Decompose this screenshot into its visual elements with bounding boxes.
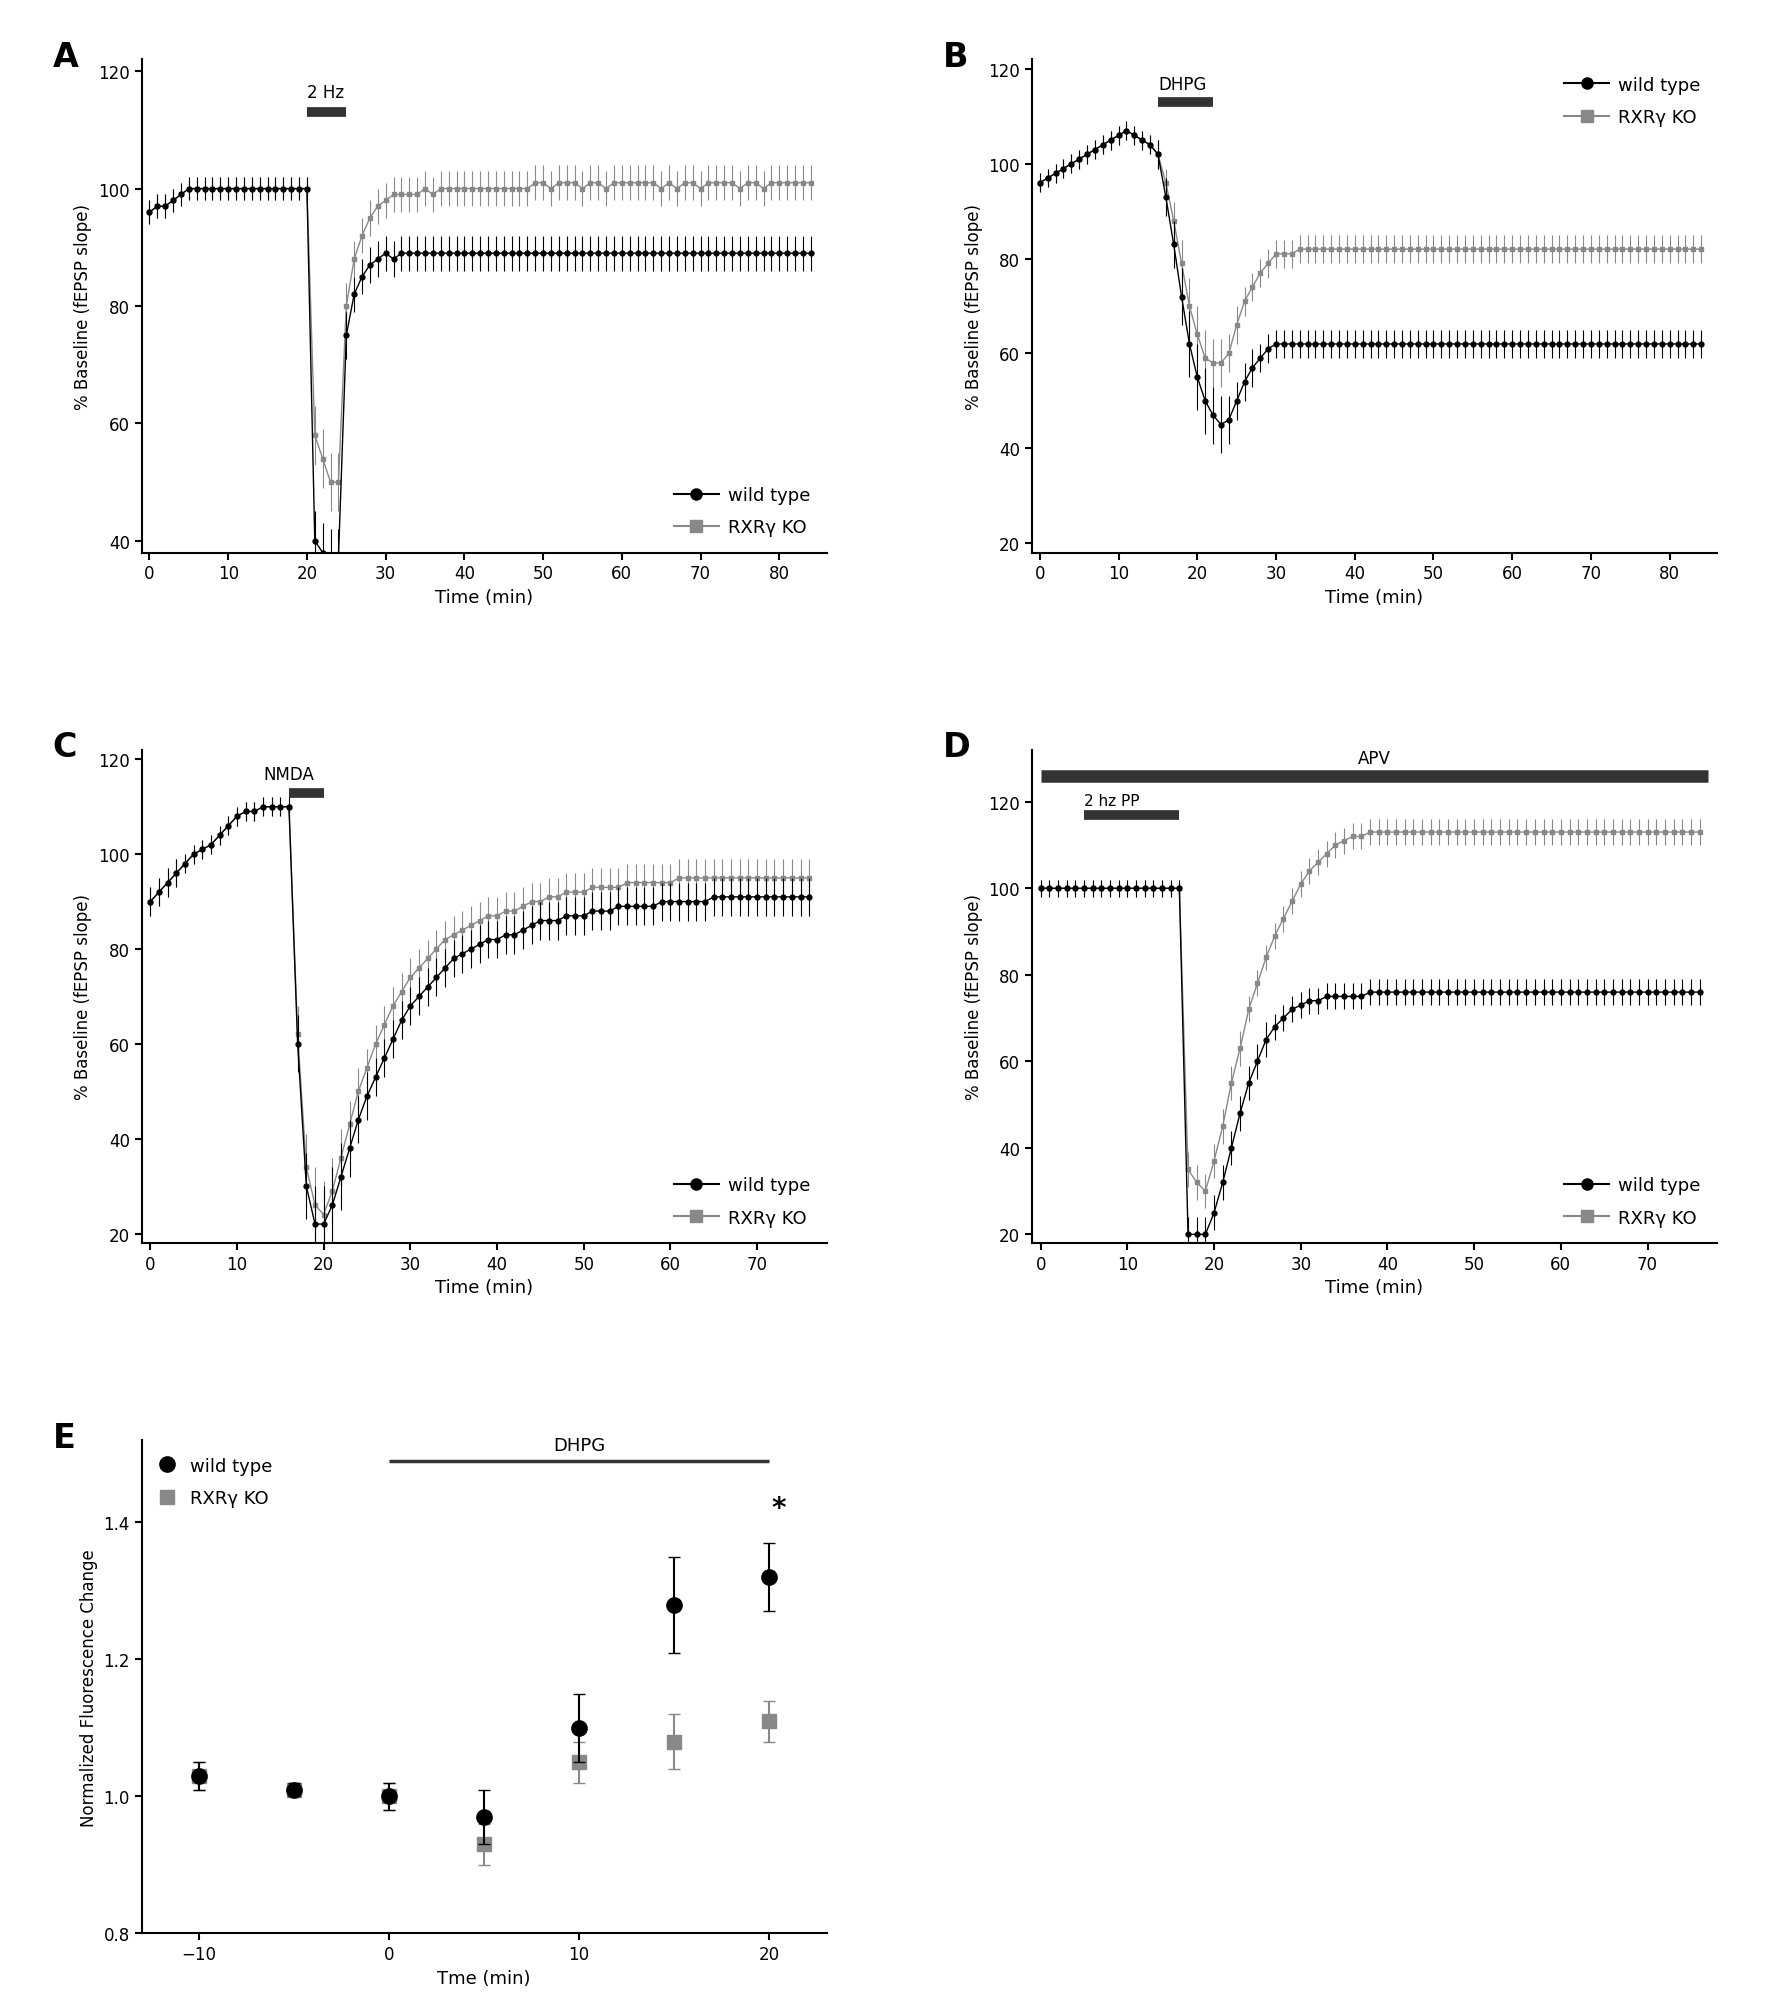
X-axis label: Time (min): Time (min) bbox=[1326, 588, 1423, 606]
Text: DHPG: DHPG bbox=[552, 1436, 605, 1454]
Text: A: A bbox=[53, 40, 78, 75]
Y-axis label: % Baseline (fEPSP slope): % Baseline (fEPSP slope) bbox=[965, 894, 982, 1100]
X-axis label: Tme (min): Tme (min) bbox=[437, 1970, 531, 1986]
Text: 2 hz PP: 2 hz PP bbox=[1083, 794, 1140, 810]
Legend: wild type, RXRγ KO: wild type, RXRγ KO bbox=[1558, 68, 1708, 135]
Text: DHPG: DHPG bbox=[1158, 77, 1207, 93]
Text: D: D bbox=[943, 731, 970, 763]
Text: NMDA: NMDA bbox=[264, 765, 313, 783]
Legend: wild type, RXRγ KO: wild type, RXRγ KO bbox=[150, 1450, 280, 1515]
Y-axis label: Normalized Fluorescence Change: Normalized Fluorescence Change bbox=[80, 1549, 97, 1827]
Y-axis label: % Baseline (fEPSP slope): % Baseline (fEPSP slope) bbox=[74, 894, 92, 1100]
Text: APV: APV bbox=[1358, 749, 1391, 767]
Text: C: C bbox=[53, 731, 78, 763]
Y-axis label: % Baseline (fEPSP slope): % Baseline (fEPSP slope) bbox=[965, 203, 982, 409]
Legend: wild type, RXRγ KO: wild type, RXRγ KO bbox=[1558, 1170, 1708, 1235]
X-axis label: Time (min): Time (min) bbox=[435, 1279, 533, 1297]
Text: B: B bbox=[943, 40, 968, 75]
Legend: wild type, RXRγ KO: wild type, RXRγ KO bbox=[667, 1170, 818, 1235]
Y-axis label: % Baseline (fEPSP slope): % Baseline (fEPSP slope) bbox=[74, 203, 92, 409]
X-axis label: Time (min): Time (min) bbox=[1326, 1279, 1423, 1297]
Text: *: * bbox=[772, 1494, 786, 1523]
Text: E: E bbox=[53, 1420, 76, 1454]
X-axis label: Time (min): Time (min) bbox=[435, 588, 533, 606]
Text: 2 Hz: 2 Hz bbox=[306, 83, 343, 101]
Legend: wild type, RXRγ KO: wild type, RXRγ KO bbox=[667, 479, 818, 544]
